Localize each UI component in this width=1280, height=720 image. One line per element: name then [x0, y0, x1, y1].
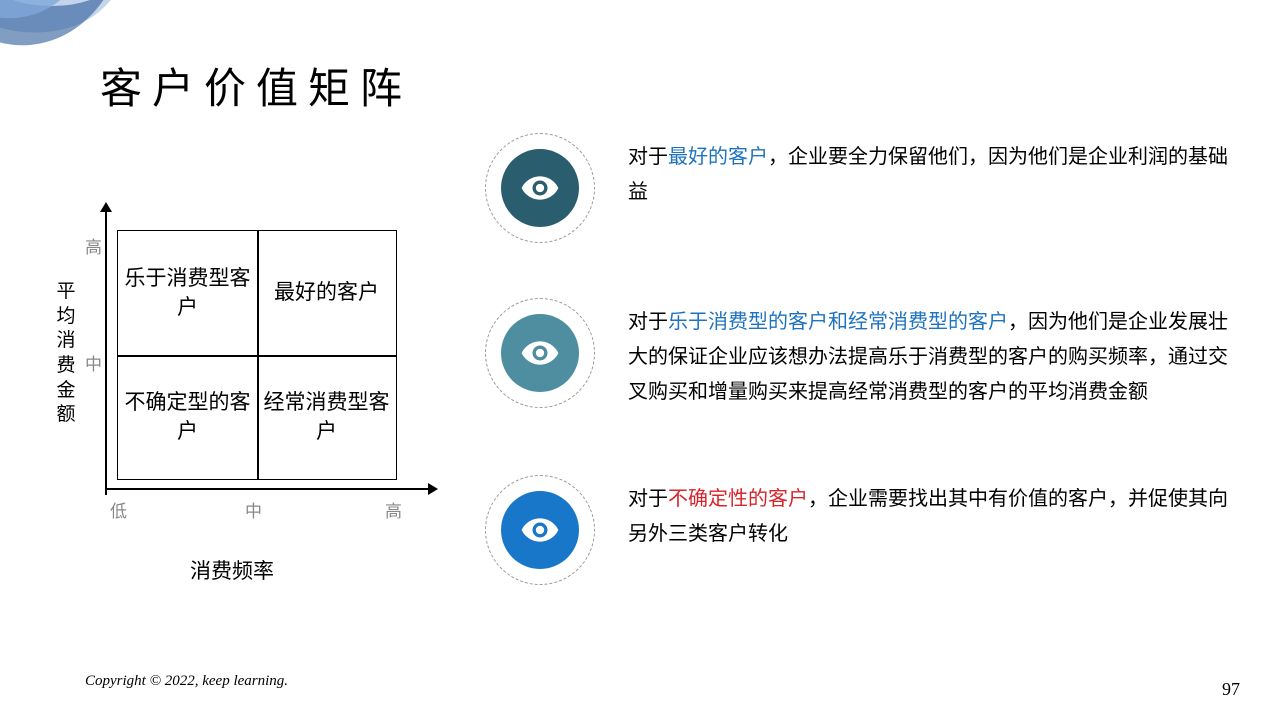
- quadrant-bottom-left: 不确定型的客户: [118, 355, 257, 479]
- matrix-grid: 乐于消费型客户 最好的客户 不确定型的客户 经常消费型客户: [117, 230, 397, 480]
- y-axis-line: [105, 210, 107, 495]
- quadrant-top-left: 乐于消费型客户: [118, 231, 257, 355]
- eye-icon: [480, 293, 600, 413]
- bullet-point-2: 对于乐于消费型的客户和经常消费型的客户，因为他们是企业发展壮大的保证企业应该想办…: [480, 293, 1238, 413]
- bullet-point-1: 对于最好的客户，企业要全力保留他们，因为他们是企业利润的基础益: [480, 128, 1238, 248]
- eye-icon: [480, 470, 600, 590]
- x-tick-high: 高: [385, 497, 402, 522]
- quadrant-top-right: 最好的客户: [257, 231, 396, 355]
- quadrant-bottom-right: 经常消费型客户: [257, 355, 396, 479]
- matrix-chart: 平均消费金额 高 中 乐于消费型客户 最好的客户 不确定型的客户 经常消费型客户…: [55, 215, 435, 585]
- page-number: 97: [1222, 679, 1240, 700]
- x-axis-label: 消费频率: [190, 555, 274, 585]
- bullet-point-3: 对于不确定性的客户，企业需要找出其中有价值的客户，并促使其向另外三类客户转化: [480, 470, 1238, 590]
- bullet-text: 对于乐于消费型的客户和经常消费型的客户，因为他们是企业发展壮大的保证企业应该想办…: [628, 305, 1238, 410]
- x-tick-low: 低: [110, 497, 127, 522]
- eye-icon: [480, 128, 600, 248]
- x-tick-mid: 中: [245, 497, 262, 522]
- y-tick-mid: 中: [85, 350, 102, 375]
- page-title: 客户价值矩阵: [100, 55, 412, 116]
- y-tick-high: 高: [85, 233, 102, 258]
- copyright-text: Copyright © 2022, keep learning.: [85, 673, 288, 690]
- bullet-text: 对于不确定性的客户，企业需要找出其中有价值的客户，并促使其向另外三类客户转化: [628, 482, 1238, 552]
- y-axis-label: 平均消费金额: [55, 280, 77, 428]
- bullet-text: 对于最好的客户，企业要全力保留他们，因为他们是企业利润的基础益: [628, 140, 1238, 210]
- x-axis-line: [105, 488, 430, 490]
